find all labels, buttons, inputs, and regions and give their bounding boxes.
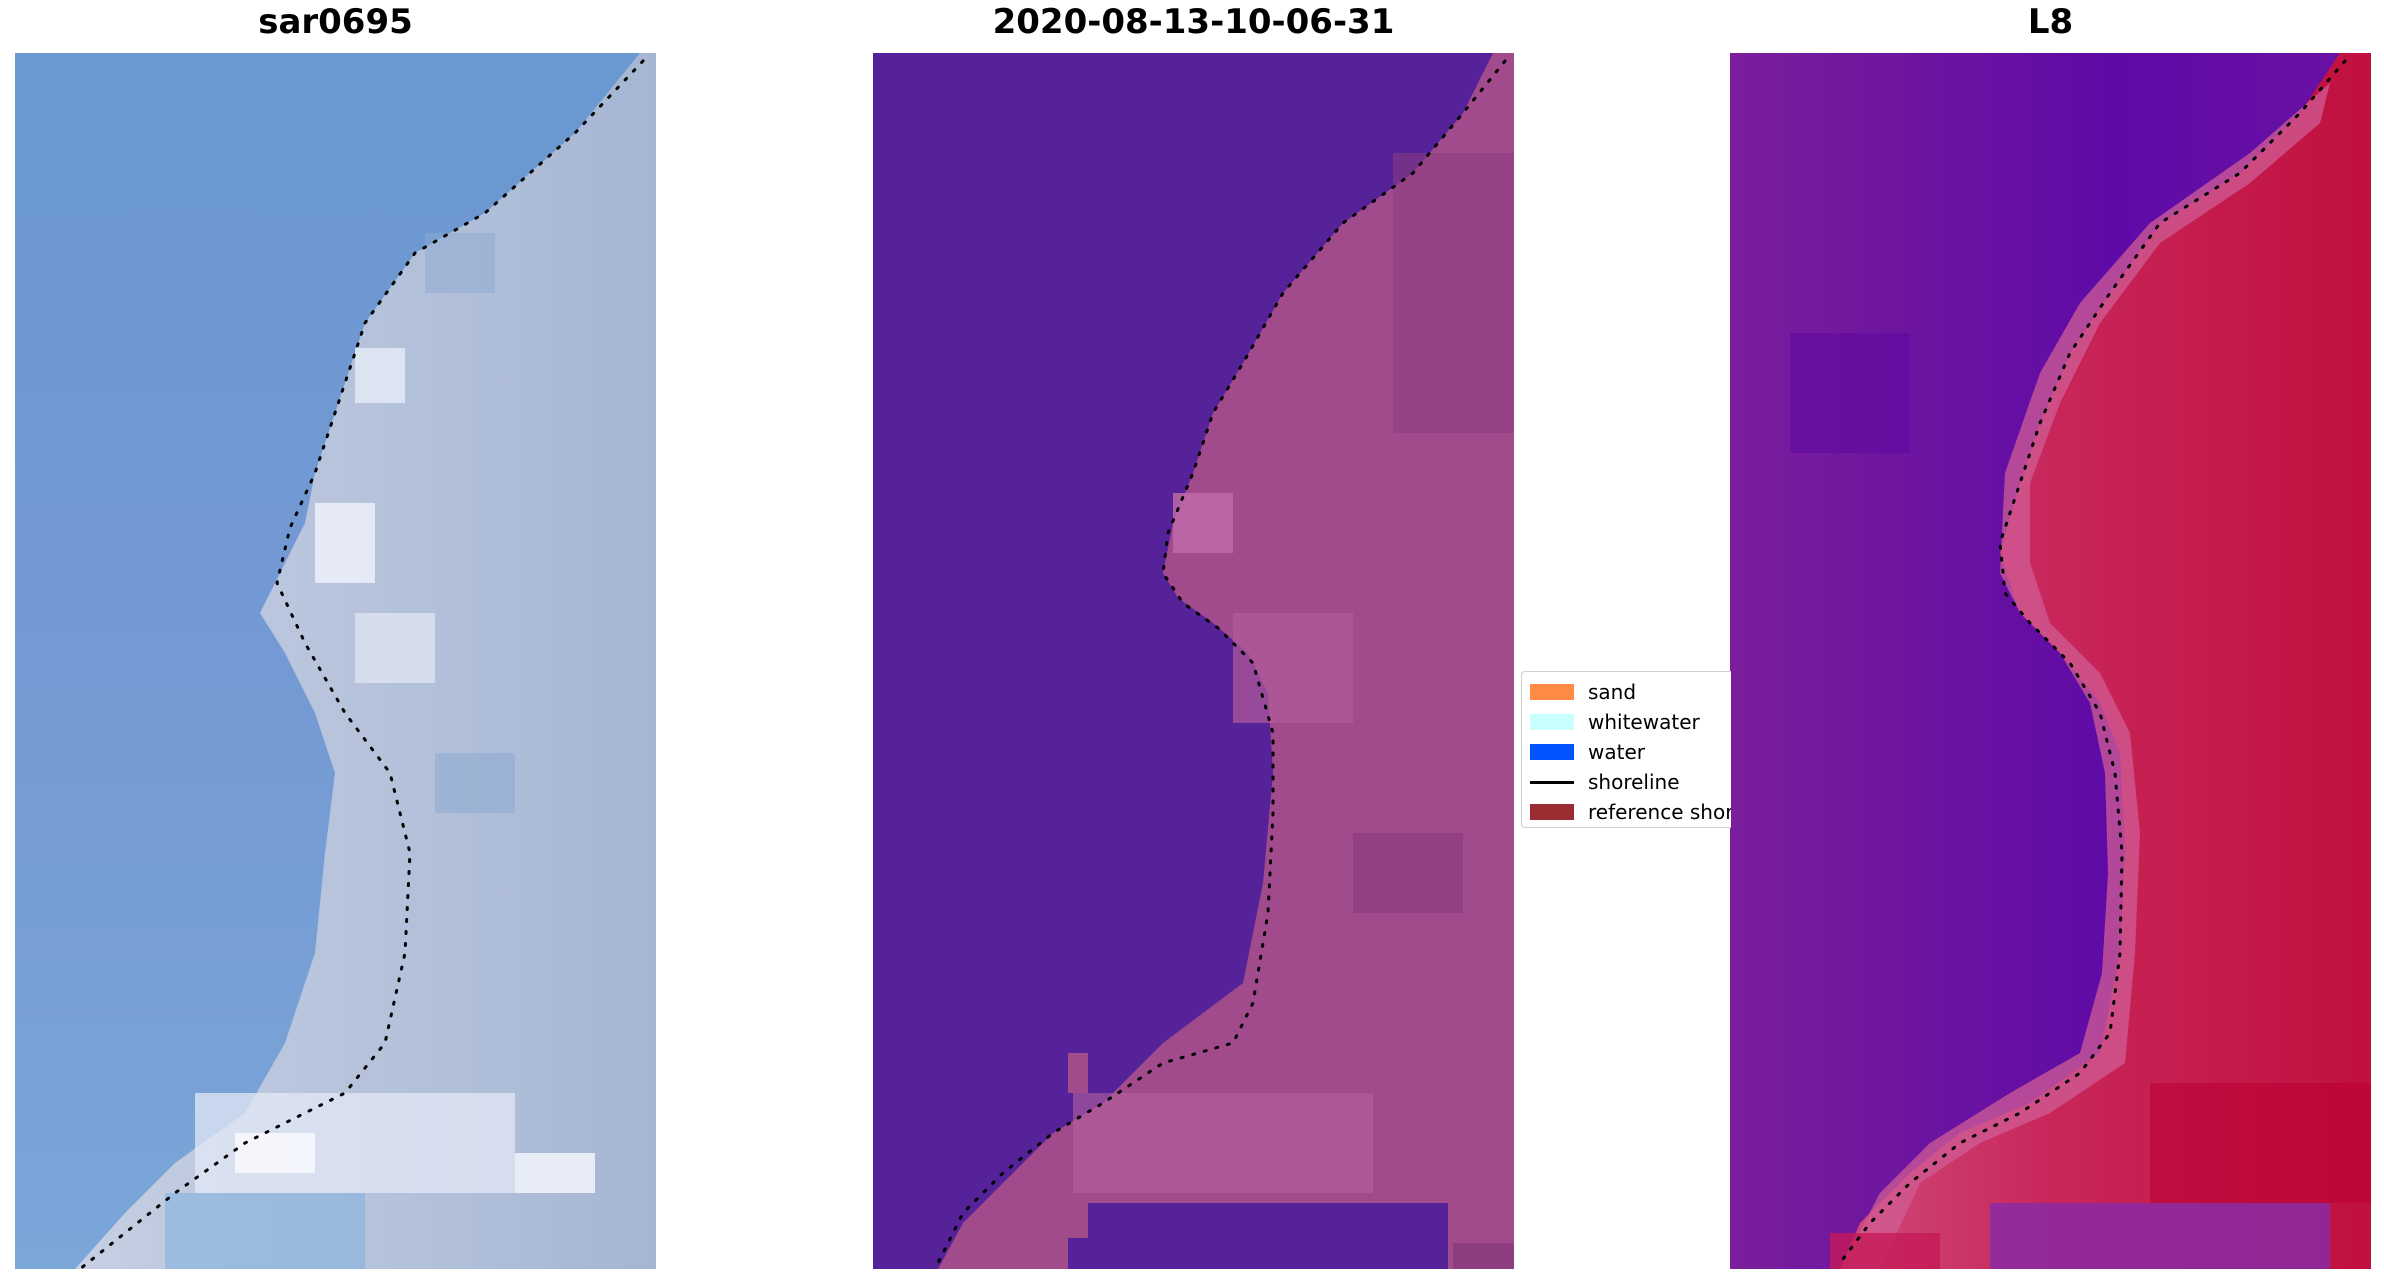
l8-dense-patch <box>2150 1083 2371 1203</box>
legend-item-whitewater: whitewater <box>1530 710 1700 734</box>
legend-label-shoreline: shoreline <box>1588 770 1680 794</box>
legend-item-reference-shoreline: reference shoreline <box>1530 800 1731 824</box>
panel-title-l8: L8 <box>2027 2 2074 42</box>
sar-bright-patch <box>355 613 435 683</box>
class-bright-patch <box>1073 1093 1373 1193</box>
class-land-speck <box>1068 1053 1088 1093</box>
class-land-area <box>938 53 1514 1269</box>
sar-bright-patch <box>355 348 405 403</box>
sar-dark-patch <box>425 233 495 293</box>
class-bright-patch <box>1233 613 1353 723</box>
l8-land-speck <box>1830 1233 1940 1269</box>
sar-bright-patch <box>235 1133 315 1173</box>
legend-label-water: water <box>1588 740 1645 764</box>
legend-item-water: water <box>1530 740 1645 764</box>
class-bright-patch <box>1173 493 1233 553</box>
class-shoreline <box>936 59 1507 1265</box>
class-shade-patch <box>1353 833 1463 913</box>
sar-dark-patch <box>435 753 515 813</box>
legend-label-reference-shoreline: reference shoreline <box>1588 800 1731 824</box>
l8-land-area <box>1840 53 2371 1269</box>
sar-bright-patch <box>315 503 375 583</box>
classified-image <box>873 53 1514 1269</box>
legend-label-sand: sand <box>1588 680 1637 704</box>
panel-title-sar: sar0695 <box>258 2 413 42</box>
l8-shoreline <box>1838 59 2347 1265</box>
sar-shoreline <box>78 59 645 1269</box>
class-water-inlet <box>1088 1203 1448 1269</box>
legend-swatch-reference-shoreline <box>1530 804 1574 820</box>
l8-svg <box>1730 53 2371 1269</box>
legend-swatch-sand <box>1530 684 1574 700</box>
legend: sand whitewater water shoreline referenc… <box>1521 671 1731 828</box>
legend-line-shoreline <box>1530 780 1574 784</box>
classified-svg <box>873 53 1514 1269</box>
sar-water-patch <box>165 1193 365 1269</box>
class-water-inlet <box>1068 1238 1098 1269</box>
legend-swatch-water <box>1530 744 1574 760</box>
l8-dark-patch <box>1790 333 1910 453</box>
l8-water-inlet <box>1990 1203 2330 1269</box>
class-shade-patch <box>1453 1243 1514 1269</box>
sar-rgb-svg <box>15 53 656 1269</box>
l8-transition-band <box>1840 83 2330 1269</box>
legend-label-whitewater: whitewater <box>1588 710 1700 734</box>
sar-bright-patch <box>515 1153 595 1193</box>
panel-title-date: 2020-08-13-10-06-31 <box>992 2 1395 42</box>
legend-item-sand: sand <box>1530 680 1636 704</box>
sar-rgb-image <box>15 53 656 1269</box>
class-shade-patch <box>1393 153 1514 433</box>
l8-image <box>1730 53 2371 1269</box>
legend-item-shoreline: shoreline <box>1530 770 1680 794</box>
legend-swatch-whitewater <box>1530 714 1574 730</box>
